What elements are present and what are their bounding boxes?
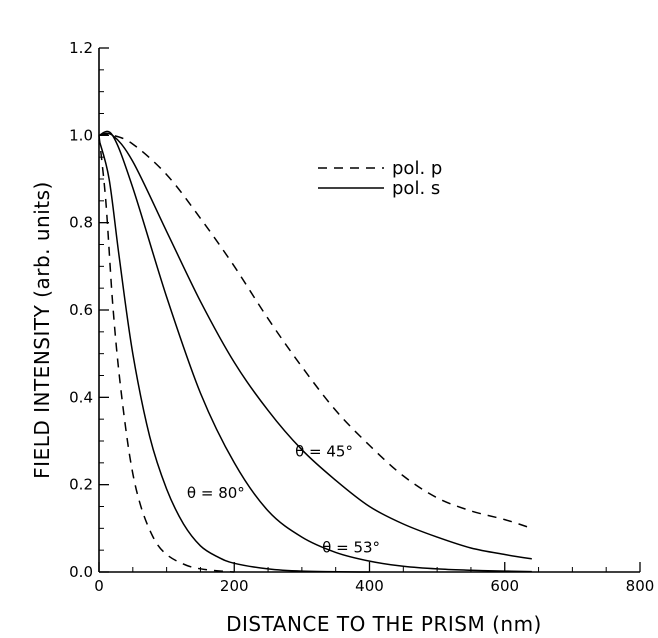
series-line-4 — [98, 139, 370, 573]
annotations: θ = 45° θ = 53° θ = 80° — [187, 442, 380, 556]
y-tick-label: 0.2 — [69, 476, 93, 494]
axes — [98, 48, 640, 573]
curve-annotation: θ = 53° — [322, 538, 380, 556]
y-tick-label: 0.0 — [69, 563, 93, 581]
y-tick-label: 0.4 — [69, 388, 93, 406]
series-line-1 — [98, 133, 533, 530]
curves — [98, 130, 533, 573]
x-tick-label: 600 — [490, 577, 519, 595]
legend: pol. p pol. s — [318, 158, 442, 199]
x-axis-title: DISTANCE TO THE PRISM (nm) — [226, 612, 542, 636]
x-tick-label: 200 — [220, 577, 249, 595]
y-tick-label: 0.6 — [69, 301, 93, 319]
series-line-2 — [98, 132, 532, 560]
y-axis-title: FIELD INTENSITY (arb. units) — [30, 181, 54, 479]
legend-label-p: pol. p — [392, 158, 442, 179]
y-tick-label: 0.8 — [69, 214, 93, 232]
legend-label-s: pol. s — [392, 178, 440, 199]
y-tick-label: 1.2 — [69, 39, 93, 57]
series-line-3 — [98, 130, 532, 573]
curve-annotation: θ = 80° — [187, 484, 245, 502]
ticks: 0 200 400 600 800 0.0 0.2 0.4 0.6 0.8 1.0 1.2 — [69, 39, 654, 595]
x-tick-label: 0 — [94, 577, 104, 595]
series-line-5 — [98, 135, 235, 573]
x-tick-label: 800 — [626, 577, 655, 595]
x-tick-label: 400 — [355, 577, 384, 595]
curve-annotation: θ = 45° — [295, 442, 353, 460]
y-tick-label: 1.0 — [69, 126, 93, 144]
